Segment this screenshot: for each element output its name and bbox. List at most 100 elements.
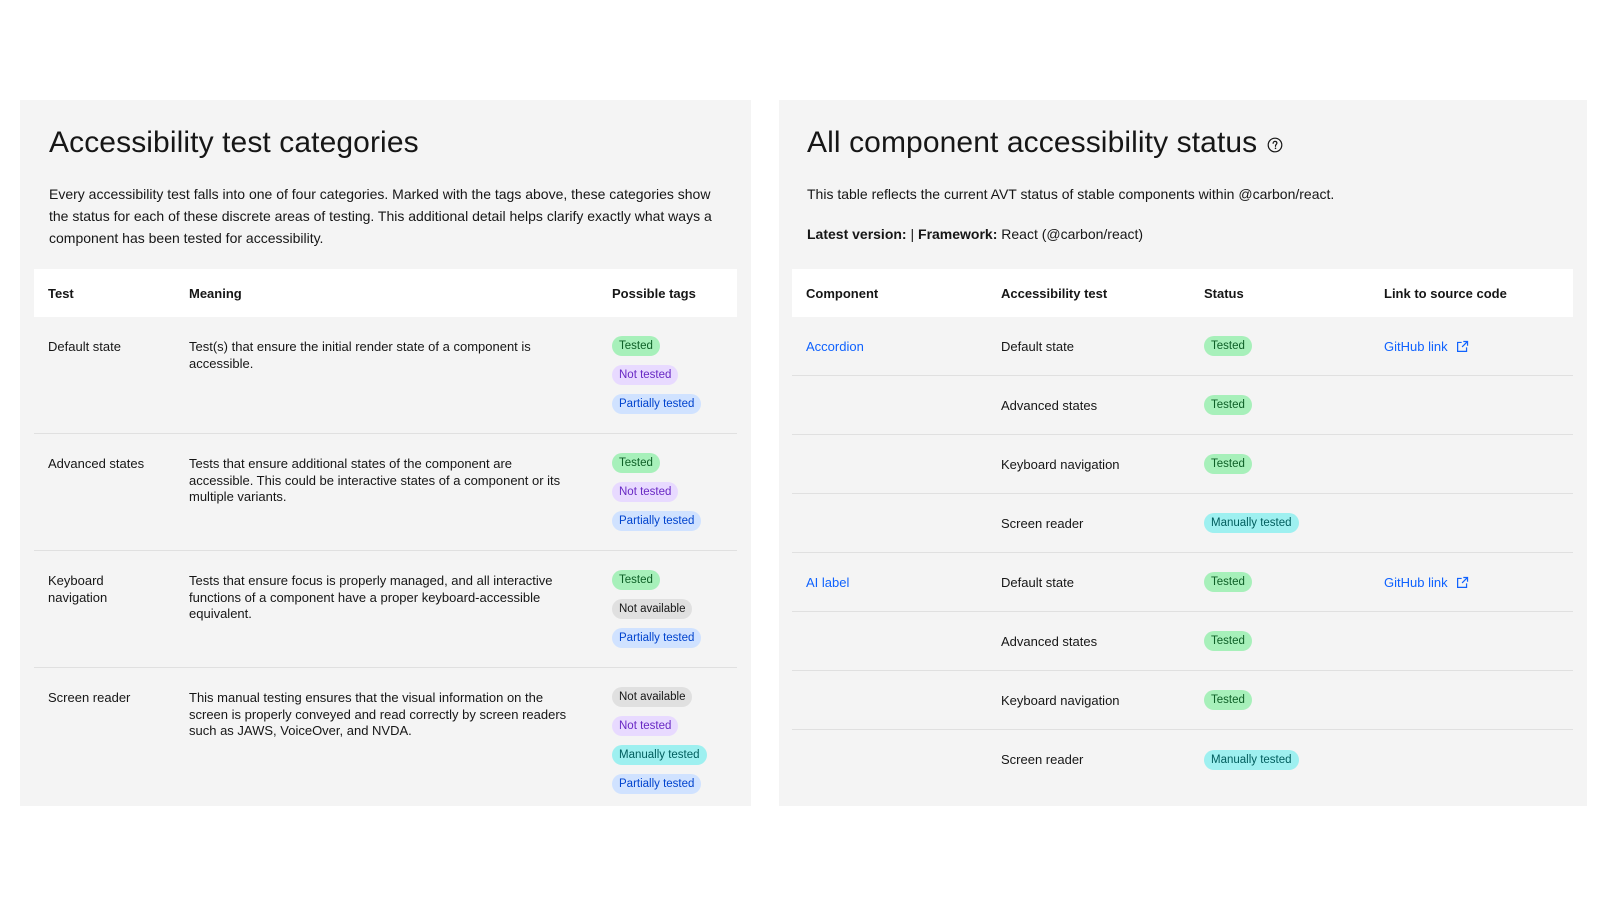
source-link-cell: GitHub link	[1370, 339, 1573, 354]
status-tag: Tested	[1204, 336, 1252, 356]
tag-list: Tested Not tested Partially tested	[612, 336, 737, 414]
status-tag: Partially tested	[612, 394, 702, 414]
accessibility-test-cell: Default state	[1001, 338, 1074, 354]
possible-tags-cell: Tested Not available Partially tested	[598, 570, 737, 667]
column-header-component: Component	[806, 285, 879, 301]
status-tag: Manually tested	[1204, 513, 1299, 533]
column-header-accessibility-test: Accessibility test	[1001, 285, 1108, 301]
status-cell: Tested	[1190, 454, 1370, 474]
latest-version-label: Latest version:	[807, 226, 907, 242]
test-name: Default state	[48, 339, 121, 354]
test-categories-title: Accessibility test categories	[49, 126, 419, 159]
meta-separator: |	[906, 226, 919, 242]
column-header-possible-tags: Possible tags	[612, 285, 696, 301]
accessibility-test-cell: Screen reader	[1001, 515, 1084, 531]
column-header-meaning: Meaning	[189, 285, 242, 301]
status-tag: Tested	[1204, 572, 1252, 592]
framework-value: React (@carbon/react)	[997, 226, 1144, 242]
accessibility-test-cell: Screen reader	[1001, 752, 1084, 767]
table-row: Advanced states Tests that ensure additio…	[34, 434, 737, 551]
status-tag: Partially tested	[612, 628, 702, 648]
test-meaning: Test(s) that ensure the initial render s…	[189, 339, 531, 371]
table-header: Test Meaning Possible tags	[34, 269, 737, 317]
tag-list: Tested Not available Partially tested	[612, 570, 737, 648]
status-cell: Tested	[1190, 336, 1370, 356]
accessibility-test-cell: Advanced states	[1001, 633, 1098, 649]
status-cell: Tested	[1190, 395, 1370, 415]
table-row: Advanced states Tested	[792, 376, 1573, 435]
table-row: Keyboard navigation Tests that ensure foc…	[34, 551, 737, 668]
table-row: AI label Default state Tested GitHub link	[792, 553, 1573, 612]
status-tag: Tested	[1204, 690, 1252, 710]
column-header-test: Test	[48, 285, 74, 301]
component-cell: Accordion	[792, 339, 987, 354]
status-tag: Tested	[1204, 631, 1252, 651]
tag-list: Tested Not tested Partially tested	[612, 453, 737, 531]
status-cell: Tested	[1190, 572, 1370, 592]
column-header-status: Status	[1204, 285, 1244, 301]
status-tag: Tested	[612, 336, 660, 356]
tag-list: Not available Not tested Manually tested Pa…	[612, 687, 737, 794]
status-tag: Manually tested	[1204, 749, 1299, 770]
table-header: Component Accessibility test Status Link…	[792, 269, 1573, 317]
component-link[interactable]: AI label	[806, 574, 850, 590]
accessibility-test-cell: Keyboard navigation	[1001, 692, 1120, 708]
accessibility-test-cell: Advanced states	[1001, 397, 1098, 413]
status-tag: Tested	[1204, 395, 1252, 415]
framework-label: Framework:	[918, 226, 998, 242]
status-tag: Not tested	[612, 365, 679, 385]
column-header-link: Link to source code	[1384, 285, 1507, 301]
github-link[interactable]: GitHub link	[1384, 575, 1469, 590]
status-tag: Not available	[612, 687, 693, 707]
status-cell: Tested	[1190, 690, 1370, 710]
github-link[interactable]: GitHub link	[1384, 339, 1469, 354]
table-row: Keyboard navigation Tested	[792, 435, 1573, 494]
component-status-description: This table reflects the current AVT stat…	[807, 186, 1335, 202]
status-cell: Manually tested	[1190, 513, 1370, 533]
status-cell: Tested	[1190, 631, 1370, 651]
github-link-label: GitHub link	[1384, 338, 1448, 354]
table-row: Screen reader Manually tested	[792, 730, 1573, 789]
table-row: Screen reader Manually tested	[792, 494, 1573, 553]
status-tag: Partially tested	[612, 774, 702, 794]
status-tag: Not tested	[612, 482, 679, 502]
accessibility-test-cell: Keyboard navigation	[1001, 456, 1120, 472]
test-meaning: This manual testing ensures that the vis…	[189, 690, 567, 738]
status-tag: Not tested	[612, 716, 679, 736]
table-row: Default state Test(s) that ensure the ini…	[34, 317, 737, 434]
test-name: Screen reader	[48, 690, 131, 705]
possible-tags-cell: Not available Not tested Manually tested Pa…	[598, 687, 737, 807]
test-categories-table: Test Meaning Possible tags Default state…	[34, 269, 737, 807]
table-row: Screen reader This manual testing ensures…	[34, 668, 737, 807]
component-status-title: All component accessibility status	[807, 126, 1283, 160]
table-row: Keyboard navigation Tested	[792, 671, 1573, 730]
test-name: Keyboard navigation	[48, 573, 108, 605]
table-row: Advanced states Tested	[792, 612, 1573, 671]
table-row: Accordion Default state Tested GitHub link	[792, 317, 1573, 376]
component-status-panel: All component accessibility status This …	[779, 100, 1587, 806]
github-link-label: GitHub link	[1384, 574, 1448, 590]
accessibility-test-cell: Default state	[1001, 574, 1074, 590]
status-tag: Partially tested	[612, 511, 702, 531]
status-tag: Not available	[612, 599, 693, 619]
possible-tags-cell: Tested Not tested Partially tested	[598, 336, 737, 433]
component-link[interactable]: Accordion	[806, 338, 864, 354]
status-tag: Manually tested	[612, 745, 707, 765]
component-status-table: Component Accessibility test Status Link…	[792, 269, 1573, 789]
component-cell: AI label	[792, 575, 987, 590]
test-categories-description: Every accessibility test falls into one …	[49, 186, 712, 246]
external-link-icon	[1456, 576, 1468, 588]
test-meaning: Tests that ensure focus is properly mana…	[189, 573, 553, 621]
test-name: Advanced states	[48, 456, 145, 471]
external-link-icon	[1456, 340, 1468, 352]
possible-tags-cell: Tested Not tested Partially tested	[598, 453, 737, 550]
test-categories-panel: Accessibility test categories Every acce…	[20, 100, 751, 806]
component-status-title-text: All component accessibility status	[807, 126, 1258, 159]
source-link-cell: GitHub link	[1370, 575, 1573, 590]
version-framework-line: Latest version: | Framework: React (@car…	[807, 226, 1143, 242]
status-tag: Tested	[612, 570, 660, 590]
status-tag: Tested	[612, 453, 660, 473]
status-tag: Tested	[1204, 454, 1252, 474]
question-circle-icon[interactable]	[1267, 137, 1283, 153]
test-meaning: Tests that ensure additional states of t…	[189, 456, 561, 504]
